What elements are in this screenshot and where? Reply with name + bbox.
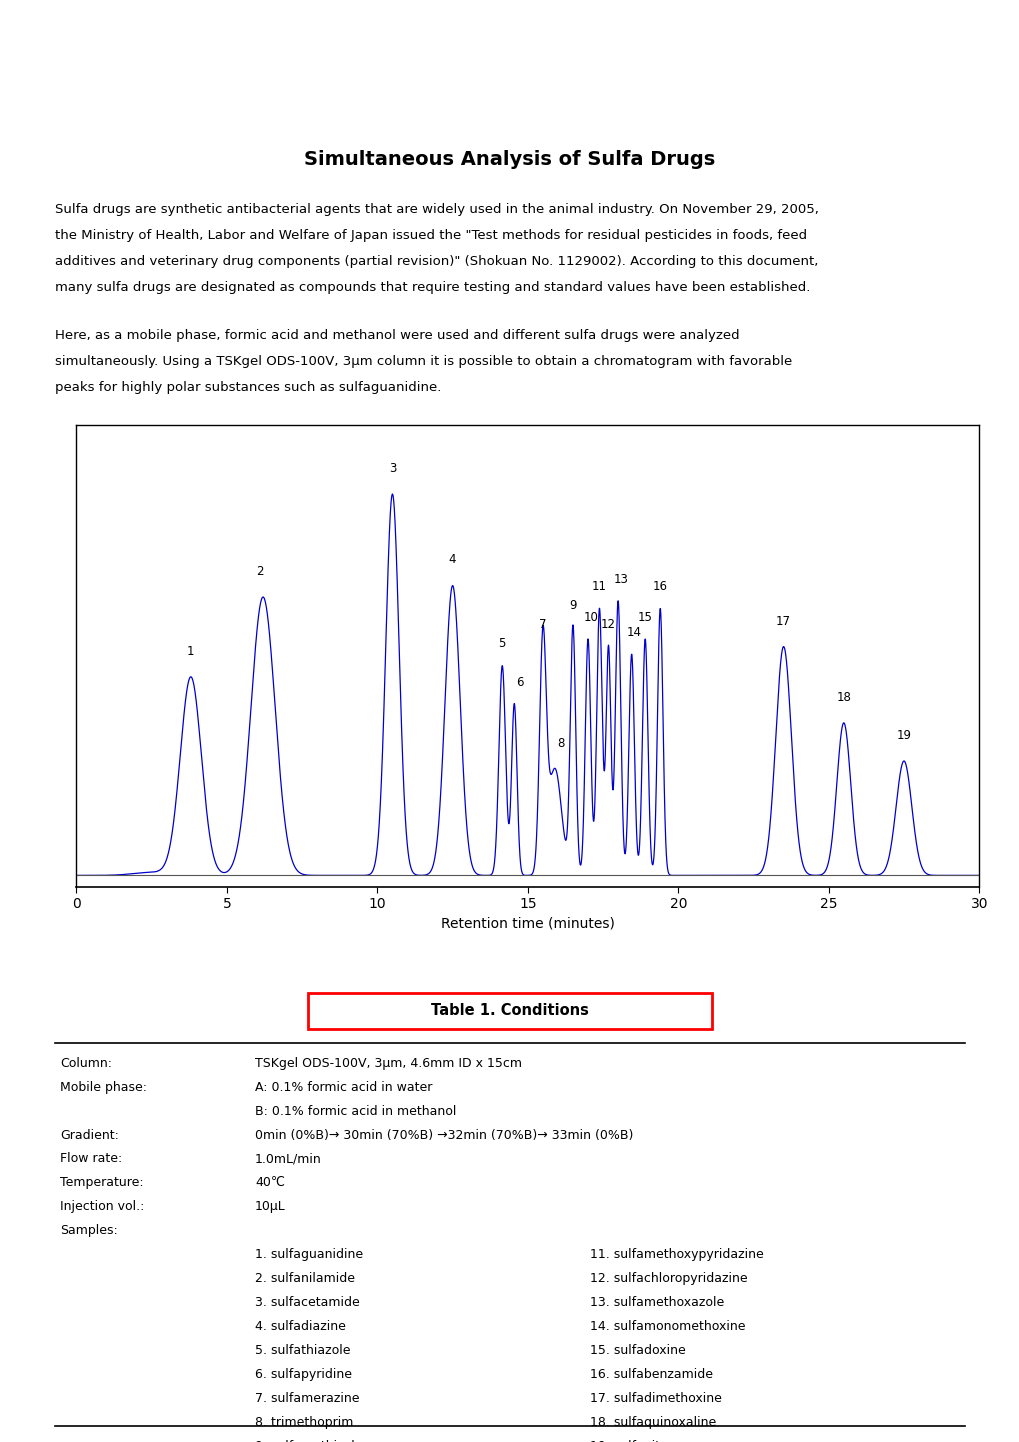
- Text: No. 118: No. 118: [891, 72, 994, 95]
- Text: 9: 9: [569, 600, 576, 613]
- Text: 14. sulfamonomethoxine: 14. sulfamonomethoxine: [589, 1321, 745, 1334]
- Text: 6. sulfapyridine: 6. sulfapyridine: [255, 1368, 352, 1381]
- Text: TSKgel: TSKgel: [12, 23, 94, 42]
- Text: Samples:: Samples:: [60, 1224, 117, 1237]
- Text: Injection vol.:: Injection vol.:: [60, 1200, 145, 1213]
- Text: 18. sulfaquinoxaline: 18. sulfaquinoxaline: [589, 1416, 715, 1429]
- Text: Temperature:: Temperature:: [60, 1177, 144, 1190]
- Text: peaks for highly polar substances such as sulfaguanidine.: peaks for highly polar substances such a…: [55, 381, 441, 394]
- Text: B: 0.1% formic acid in methanol: B: 0.1% formic acid in methanol: [255, 1105, 455, 1118]
- Text: Mobile phase:: Mobile phase:: [60, 1080, 147, 1093]
- Text: 17. sulfadimethoxine: 17. sulfadimethoxine: [589, 1392, 721, 1405]
- Text: 7. sulfamerazine: 7. sulfamerazine: [255, 1392, 359, 1405]
- Text: 4: 4: [448, 554, 455, 567]
- Text: 3: 3: [388, 461, 395, 474]
- Text: 18: 18: [836, 691, 851, 704]
- FancyBboxPatch shape: [308, 992, 711, 1028]
- Text: 2: 2: [256, 565, 264, 578]
- Text: Table 1. Conditions: Table 1. Conditions: [431, 1004, 588, 1018]
- Text: 14: 14: [627, 626, 642, 639]
- Text: 8: 8: [556, 737, 565, 750]
- Text: 5: 5: [498, 637, 505, 650]
- Text: many sulfa drugs are designated as compounds that require testing and standard v: many sulfa drugs are designated as compo…: [55, 281, 809, 294]
- Text: 2. sulfanilamide: 2. sulfanilamide: [255, 1272, 355, 1285]
- Text: Simultaneous Analysis of Sulfa Drugs: Simultaneous Analysis of Sulfa Drugs: [304, 150, 715, 169]
- Text: 15: 15: [637, 611, 652, 624]
- Text: 10: 10: [583, 611, 598, 624]
- Text: Sulfa drugs are synthetic antibacterial agents that are widely used in the anima: Sulfa drugs are synthetic antibacterial …: [55, 203, 818, 216]
- Text: simultaneously. Using a TSKgel ODS-100V, 3μm column it is possible to obtain a c: simultaneously. Using a TSKgel ODS-100V,…: [55, 355, 792, 368]
- Text: 7: 7: [539, 619, 546, 632]
- Text: 4. sulfadiazine: 4. sulfadiazine: [255, 1321, 345, 1334]
- Text: 19. sulfanitran: 19. sulfanitran: [589, 1441, 681, 1442]
- Text: the Ministry of Health, Labor and Welfare of Japan issued the "Test methods for : the Ministry of Health, Labor and Welfar…: [55, 229, 806, 242]
- Text: TSKgel ODS-100V, 3μm, 4.6mm ID x 15cm: TSKgel ODS-100V, 3μm, 4.6mm ID x 15cm: [255, 1057, 522, 1070]
- Text: 16. sulfabenzamide: 16. sulfabenzamide: [589, 1368, 712, 1381]
- FancyBboxPatch shape: [182, 433, 837, 469]
- Text: 0min (0%B)→ 30min (70%B) →32min (70%B)→ 33min (0%B): 0min (0%B)→ 30min (70%B) →32min (70%B)→ …: [255, 1129, 633, 1142]
- Text: ®: ®: [84, 6, 96, 20]
- Text: 11: 11: [591, 580, 606, 593]
- Text: 12: 12: [600, 619, 615, 632]
- Text: Column:: Column:: [60, 1057, 112, 1070]
- Text: 19: 19: [896, 728, 911, 743]
- Text: 12. sulfachloropyridazine: 12. sulfachloropyridazine: [589, 1272, 747, 1285]
- X-axis label: Retention time (minutes): Retention time (minutes): [440, 917, 614, 930]
- Text: 3. sulfacetamide: 3. sulfacetamide: [255, 1296, 360, 1309]
- Text: Figure 1. Chromatogram for sulfa drugs (each: 2.5mg/L): Figure 1. Chromatogram for sulfa drugs (…: [289, 444, 730, 457]
- Text: 11. sulfamethoxypyridazine: 11. sulfamethoxypyridazine: [589, 1249, 763, 1262]
- Text: 10μL: 10μL: [255, 1200, 285, 1213]
- Text: 17: 17: [775, 614, 791, 627]
- Text: additives and veterinary drug components (partial revision)" (Shokuan No. 112900: additives and veterinary drug components…: [55, 255, 817, 268]
- Text: 13: 13: [613, 572, 628, 585]
- Text: Flow rate:: Flow rate:: [60, 1152, 122, 1165]
- Text: 8. trimethoprim: 8. trimethoprim: [255, 1416, 353, 1429]
- Text: 15. sulfadoxine: 15. sulfadoxine: [589, 1344, 685, 1357]
- Text: 1: 1: [186, 645, 195, 658]
- Text: 1.0mL/min: 1.0mL/min: [255, 1152, 321, 1165]
- Text: A: 0.1% formic acid in water: A: 0.1% formic acid in water: [255, 1080, 432, 1093]
- Text: TECHNICAL INFORMATION SHEET: TECHNICAL INFORMATION SHEET: [94, 23, 487, 42]
- Text: Gradient:: Gradient:: [60, 1129, 119, 1142]
- Text: 13. sulfamethoxazole: 13. sulfamethoxazole: [589, 1296, 723, 1309]
- Text: 6: 6: [516, 675, 524, 688]
- Text: 9. sulfamethizole: 9. sulfamethizole: [255, 1441, 362, 1442]
- Text: 5. sulfathiazole: 5. sulfathiazole: [255, 1344, 351, 1357]
- Text: 1. sulfaguanidine: 1. sulfaguanidine: [255, 1249, 363, 1262]
- Text: 16: 16: [652, 580, 667, 593]
- Text: Here, as a mobile phase, formic acid and methanol were used and different sulfa : Here, as a mobile phase, formic acid and…: [55, 329, 739, 342]
- Text: 40℃: 40℃: [255, 1177, 284, 1190]
